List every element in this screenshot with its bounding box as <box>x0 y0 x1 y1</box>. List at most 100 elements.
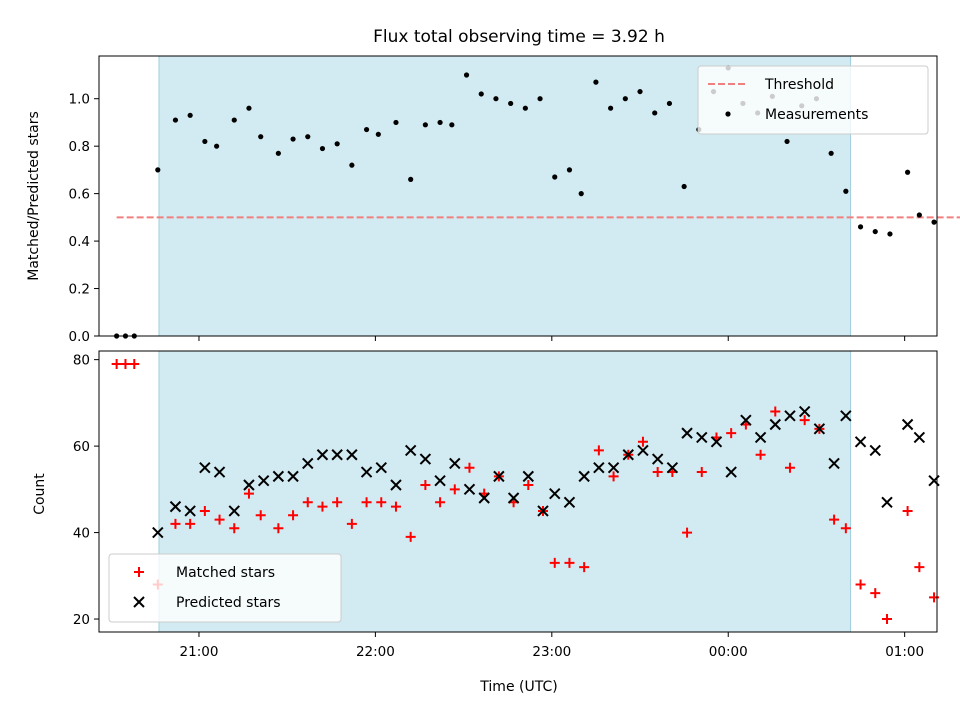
data-point <box>607 462 620 474</box>
legend-label: Matched stars <box>176 565 275 581</box>
y-tick-label: 20 <box>73 612 90 628</box>
data-point <box>784 410 796 422</box>
data-point <box>199 505 210 516</box>
data-point <box>840 410 852 422</box>
data-point <box>887 231 893 237</box>
data-point <box>317 501 328 512</box>
data-point <box>449 484 460 495</box>
data-point <box>754 431 767 444</box>
data-point <box>854 436 867 448</box>
data-point <box>246 105 252 111</box>
data-point <box>334 141 340 147</box>
data-point <box>508 100 514 107</box>
data-point <box>273 523 284 534</box>
data-point <box>422 122 428 128</box>
data-point <box>637 88 643 95</box>
data-point <box>666 100 673 107</box>
data-point <box>463 483 476 496</box>
data-point <box>361 497 372 508</box>
legend-label: Measurements <box>765 107 868 123</box>
data-point <box>537 505 549 517</box>
data-point <box>346 449 358 461</box>
data-point <box>272 470 285 483</box>
data-point <box>813 423 826 435</box>
y-tick-label: 0.4 <box>69 234 90 250</box>
star-count-panel: 2040608021:0022:0023:0000:0001:0002:00Ma… <box>73 350 940 660</box>
data-point <box>872 228 878 235</box>
legend-matched-swatch <box>134 567 144 577</box>
data-point <box>696 431 708 444</box>
data-point <box>593 79 599 85</box>
data-point <box>375 131 381 137</box>
data-point <box>390 479 402 491</box>
data-point <box>608 471 619 482</box>
data-point <box>869 444 881 457</box>
data-point <box>288 510 299 521</box>
flux-ratio-panel: 0.0 0.2 0.4 0.6 0.8 1.0 Threshold Measurements <box>69 55 960 345</box>
data-point <box>331 449 343 461</box>
data-point <box>578 470 590 483</box>
data-point <box>393 119 399 126</box>
data-point <box>435 497 446 508</box>
data-point <box>840 523 851 534</box>
data-point <box>363 126 370 133</box>
x-axis-label: Time (UTC) <box>479 679 557 695</box>
data-point <box>478 492 490 504</box>
legend: Threshold Measurements <box>697 65 929 135</box>
data-point <box>390 501 401 512</box>
data-point <box>449 457 461 470</box>
series-predicted-stars <box>152 405 940 539</box>
data-point <box>213 466 226 478</box>
data-point <box>228 505 240 517</box>
data-point <box>478 91 484 97</box>
data-point <box>929 592 940 603</box>
data-point <box>622 449 634 461</box>
data-point <box>710 436 723 448</box>
axes-frame <box>98 55 938 337</box>
data-point <box>857 224 864 230</box>
data-point <box>523 480 534 491</box>
data-point <box>537 96 543 102</box>
data-point <box>666 462 679 474</box>
x-tick-label: 21:00 <box>180 644 219 660</box>
data-point <box>305 134 311 140</box>
data-point <box>185 518 196 529</box>
data-point <box>243 488 254 499</box>
data-point <box>464 462 475 473</box>
data-point <box>346 518 357 529</box>
data-point <box>593 462 605 474</box>
axes-frame <box>98 350 938 633</box>
data-point <box>855 579 866 590</box>
y-tick-label: 60 <box>73 439 90 455</box>
data-point <box>784 138 790 145</box>
data-point <box>493 470 505 483</box>
data-point <box>881 496 893 509</box>
data-point <box>243 479 255 491</box>
data-point <box>564 557 575 568</box>
y-tick-label: 80 <box>73 353 90 369</box>
data-point <box>214 514 225 525</box>
data-point <box>637 436 648 447</box>
data-point <box>901 418 914 431</box>
legend: Matched stars Predicted stars <box>108 553 342 623</box>
chart-title: Flux total observing time = 3.92 h <box>373 27 665 47</box>
data-point <box>681 427 693 439</box>
data-point <box>449 122 455 128</box>
data-point <box>770 406 781 417</box>
data-point <box>231 117 237 123</box>
data-point <box>287 470 299 483</box>
data-point <box>651 453 664 465</box>
data-point <box>799 415 810 426</box>
y-tick-label: 0.8 <box>69 139 90 155</box>
data-point <box>199 462 211 474</box>
data-point <box>302 457 314 470</box>
x-tick-label: 01:00 <box>885 644 924 660</box>
data-point <box>202 138 208 145</box>
data-point <box>652 110 658 116</box>
data-point <box>257 474 270 487</box>
data-point <box>828 457 840 470</box>
data-point <box>187 112 193 118</box>
data-point <box>931 219 937 225</box>
data-point <box>913 431 926 444</box>
data-point <box>169 500 182 513</box>
